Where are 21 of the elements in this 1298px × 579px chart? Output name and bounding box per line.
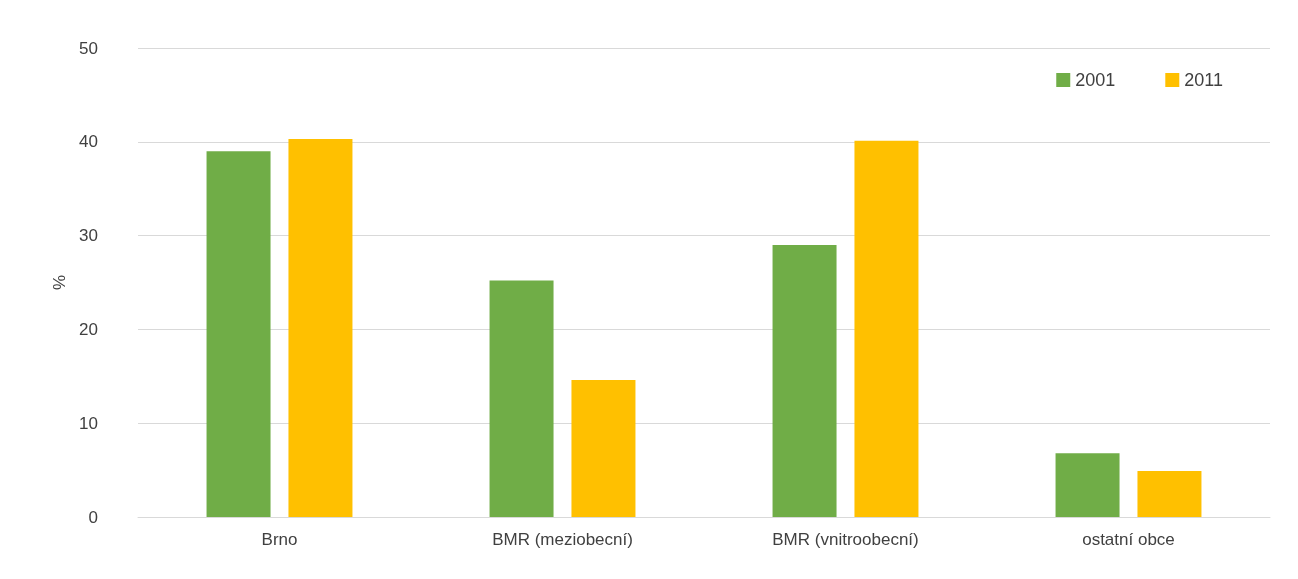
x-tick-label: Brno	[261, 530, 298, 549]
y-tick-label: 40	[79, 132, 98, 152]
bar	[489, 280, 554, 517]
bar	[571, 380, 636, 517]
bar	[854, 140, 919, 517]
bar	[1137, 471, 1202, 517]
y-tick-label: 30	[79, 226, 98, 246]
x-tick-label: BMR (vnitroobecní)	[772, 530, 919, 549]
bar	[772, 244, 837, 517]
y-tick-label: 20	[79, 319, 98, 339]
x-tick-label: BMR (meziobecní)	[492, 530, 633, 549]
y-axis-title: %	[50, 274, 70, 291]
bar	[288, 138, 353, 517]
y-tick-label: 50	[79, 38, 98, 58]
bar	[206, 151, 271, 517]
legend-label: 2011	[1184, 70, 1224, 90]
y-tick-label: 0	[88, 507, 98, 527]
legend-label: 2001	[1075, 70, 1116, 90]
y-tick-label: 10	[79, 413, 98, 433]
x-tick-label: ostatní obce	[1082, 530, 1175, 549]
bar	[1055, 453, 1120, 517]
